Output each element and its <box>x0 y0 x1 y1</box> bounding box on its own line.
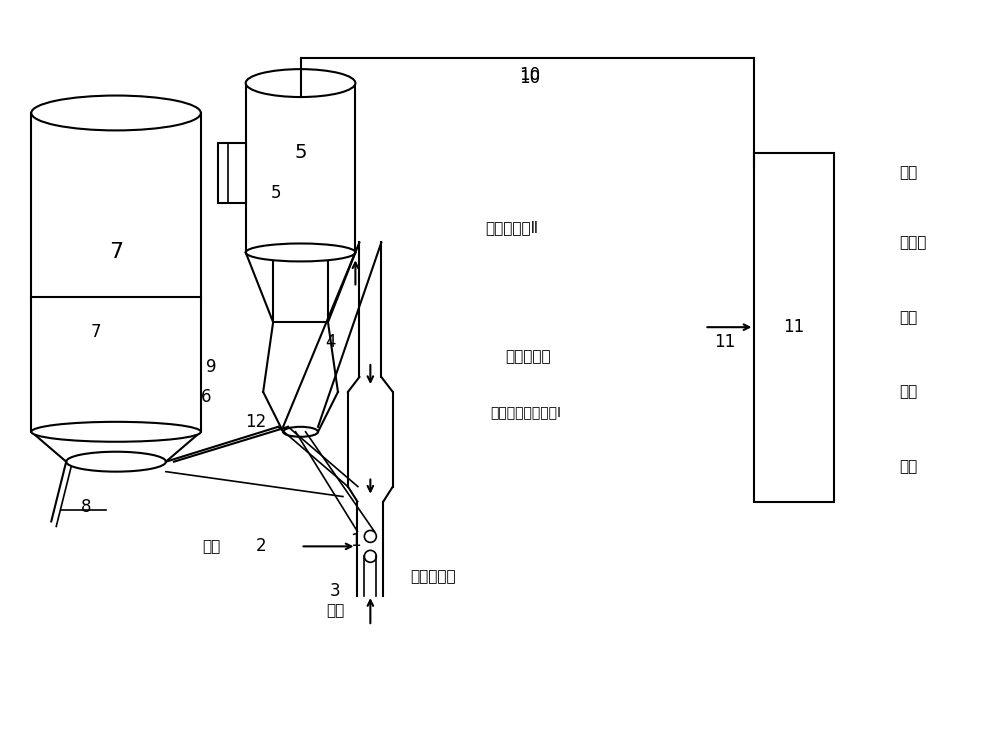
Text: 1: 1 <box>350 532 361 550</box>
Text: 10: 10 <box>519 66 540 84</box>
Text: 6: 6 <box>201 388 211 406</box>
Text: 7: 7 <box>109 242 123 262</box>
Text: 油浆: 油浆 <box>899 459 917 475</box>
Text: 5: 5 <box>270 183 281 202</box>
Text: 11: 11 <box>714 333 735 351</box>
Ellipse shape <box>31 422 201 441</box>
Bar <box>246 83 355 253</box>
Text: 干气: 干气 <box>899 165 917 180</box>
Text: 7: 7 <box>91 323 101 341</box>
Text: 柴油: 柴油 <box>899 384 917 399</box>
Text: 3: 3 <box>330 582 341 600</box>
Ellipse shape <box>66 452 166 472</box>
Text: 9: 9 <box>206 358 216 376</box>
Ellipse shape <box>31 96 201 130</box>
Bar <box>31 113 201 432</box>
Text: 5: 5 <box>294 144 307 162</box>
Text: 轻烤: 轻烤 <box>203 539 221 554</box>
Text: 12: 12 <box>245 413 266 431</box>
Text: 4: 4 <box>325 333 336 351</box>
Text: 8: 8 <box>81 498 91 516</box>
Text: 10: 10 <box>519 69 540 87</box>
Bar <box>754 153 834 502</box>
Ellipse shape <box>283 427 318 437</box>
Ellipse shape <box>246 69 355 97</box>
Bar <box>273 253 328 322</box>
Text: 液化气: 液化气 <box>899 235 926 250</box>
Text: 重烤反应区: 重烤反应区 <box>505 350 551 365</box>
Text: 重烤: 重烤 <box>326 604 345 619</box>
Bar <box>218 143 246 202</box>
Text: 预提升介质: 预提升介质 <box>410 569 456 584</box>
Text: 汽油: 汽油 <box>899 310 917 325</box>
Text: 11: 11 <box>784 318 805 336</box>
Text: 扩径的轻烤反应区Ⅰ: 扩径的轻烤反应区Ⅰ <box>490 405 561 419</box>
Text: 2: 2 <box>255 538 266 556</box>
Ellipse shape <box>246 244 355 262</box>
Text: 轻烤反应区Ⅱ: 轻烤反应区Ⅱ <box>485 220 538 235</box>
